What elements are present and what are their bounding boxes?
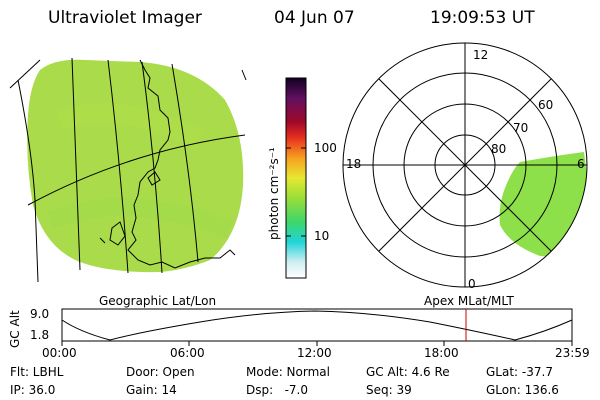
geographic-image	[9, 57, 247, 283]
info-mode: Mode: Normal	[246, 365, 330, 379]
mlt-label-12: 12	[473, 48, 489, 62]
mlat-label-60: 60	[538, 98, 554, 112]
orbit-xtick-1200: 12:00	[297, 346, 332, 360]
info-dsp: Dsp: -7.0	[246, 383, 309, 397]
orbit-xtick-2359: 23:59	[555, 346, 590, 360]
observation-time: 19:09:53 UT	[430, 8, 535, 28]
orbit-plot	[61, 308, 573, 346]
orbit-xtick-0000: 00:00	[42, 346, 77, 360]
mlt-label-6: 6	[577, 157, 585, 171]
polar-grid	[342, 42, 588, 288]
info-door: Door: Open	[126, 365, 195, 379]
emission-texture	[27, 59, 244, 273]
info-filter: Flt: LBHL	[10, 365, 64, 379]
info-ip: IP: 36.0	[10, 383, 56, 397]
orbit-x-ticks	[61, 341, 573, 346]
info-gain: Gain: 14	[126, 383, 177, 397]
polar-plot	[342, 42, 588, 288]
instrument-title: Ultraviolet Imager	[48, 8, 202, 28]
orbit-ytick-9: 9.0	[30, 307, 50, 321]
orbit-xtick-0600: 06:00	[170, 346, 205, 360]
earth-emission-disk	[27, 59, 244, 273]
info-gc-alt: GC Alt: 4.6 Re	[366, 365, 450, 379]
colorbar-ticks	[286, 147, 306, 237]
info-glat: GLat: -37.7	[486, 365, 553, 379]
orbit-ytick-1.8: 1.8	[30, 328, 50, 342]
mlt-label-18: 18	[346, 157, 362, 171]
mlat-label-80: 80	[491, 142, 507, 156]
colorbar-gradient	[285, 77, 307, 279]
mlat-label-70: 70	[513, 121, 529, 135]
orbit-xtick-1800: 18:00	[424, 346, 459, 360]
orbit-plot-frame	[61, 308, 573, 342]
colorbar-tick-100: 100	[314, 141, 337, 155]
observation-date: 04 Jun 07	[274, 8, 355, 28]
colorbar	[285, 77, 307, 279]
colorbar-tick-10: 10	[314, 229, 330, 243]
auroral-oval	[499, 152, 587, 257]
coastline	[99, 59, 236, 269]
colorbar-unit-label: photon cm⁻²s⁻¹	[267, 147, 281, 240]
apex-projection-label: Apex MLat/MLT	[424, 294, 514, 308]
info-seq: Seq: 39	[366, 383, 412, 397]
orbit-altitude-curve	[61, 310, 573, 341]
geographic-projection-label: Geographic Lat/Lon	[99, 294, 217, 308]
lat-lon-grid	[9, 57, 247, 283]
mlt-label-0: 0	[468, 277, 476, 291]
orbit-ylabel: GC Alt	[8, 310, 22, 348]
info-glon: GLon: 136.6	[486, 383, 559, 397]
